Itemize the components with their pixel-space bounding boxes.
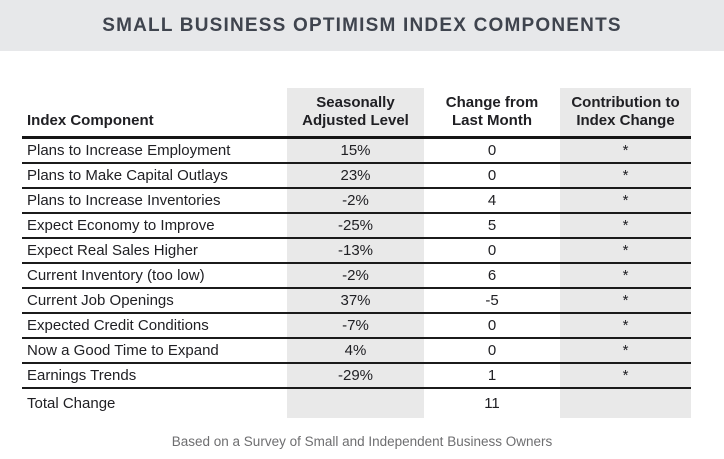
cell-level: 4% <box>287 337 424 364</box>
cell-component: Current Job Openings <box>22 287 287 314</box>
cell-change: 11 <box>484 394 500 412</box>
cell-contribution: * <box>560 137 691 164</box>
table-row: Earnings Trends -29% 1 * <box>22 362 691 389</box>
table-row: Plans to Increase Employment 15% 0 * <box>22 137 691 164</box>
table-row: Expect Real Sales Higher -13% 0 * <box>22 237 691 264</box>
header-contribution-to-index-change: Contribution to Index Change <box>560 88 691 139</box>
page-title: SMALL BUSINESS OPTIMISM INDEX COMPONENTS <box>102 14 622 36</box>
cell-change: 0 <box>424 237 560 264</box>
cell-change: 0 <box>424 337 560 364</box>
cell-level: -29% <box>287 362 424 389</box>
table-row: Expected Credit Conditions -7% 0 * <box>22 312 691 339</box>
cell-contribution: * <box>560 212 691 239</box>
optimism-components-table: Index Component Seasonally Adjusted Leve… <box>22 88 691 418</box>
cell-level <box>287 387 424 418</box>
header-index-component: Index Component <box>22 88 287 139</box>
table-row: Plans to Make Capital Outlays 23% 0 * <box>22 162 691 189</box>
cell-change: 0 <box>424 137 560 164</box>
cell-component: Now a Good Time to Expand <box>22 337 287 364</box>
cell-change: 1 <box>424 362 560 389</box>
cell-change: -5 <box>424 287 560 314</box>
table-row-total: Total Change 11 <box>22 387 691 418</box>
table-row: Plans to Increase Inventories -2% 4 * <box>22 187 691 214</box>
cell-change: 6 <box>424 262 560 289</box>
table-row: Current Job Openings 37% -5 * <box>22 287 691 314</box>
cell-component: Expected Credit Conditions <box>22 312 287 339</box>
header-row: Index Component Seasonally Adjusted Leve… <box>22 88 691 139</box>
cell-contribution: * <box>560 187 691 214</box>
cell-contribution: * <box>560 362 691 389</box>
cell-contribution: * <box>560 337 691 364</box>
cell-level: 23% <box>287 162 424 189</box>
cell-contribution: * <box>560 312 691 339</box>
cell-contribution: * <box>560 287 691 314</box>
cell-change: 0 <box>424 162 560 189</box>
table-row: Expect Economy to Improve -25% 5 * <box>22 212 691 239</box>
cell-contribution: * <box>560 262 691 289</box>
table-body: Plans to Increase Employment 15% 0 * Pla… <box>22 137 691 418</box>
cell-component: Plans to Increase Employment <box>22 137 287 164</box>
source-caption: Based on a Survey of Small and Independe… <box>171 434 553 449</box>
cell-component: Earnings Trends <box>22 362 287 389</box>
table-row: Current Inventory (too low) -2% 6 * <box>22 262 691 289</box>
cell-level: 15% <box>287 137 424 164</box>
cell-level: -7% <box>287 312 424 339</box>
cell-contribution <box>560 387 691 418</box>
cell-level: -2% <box>287 187 424 214</box>
cell-contribution: * <box>560 237 691 264</box>
cell-component: Expect Economy to Improve <box>22 212 287 239</box>
cell-change: 0 <box>424 312 560 339</box>
cell-component: Plans to Increase Inventories <box>22 187 287 214</box>
cell-contribution: * <box>560 162 691 189</box>
cell-component: Plans to Make Capital Outlays <box>22 162 287 189</box>
cell-level: -25% <box>287 212 424 239</box>
cell-level: -13% <box>287 237 424 264</box>
title-banner: SMALL BUSINESS OPTIMISM INDEX COMPONENTS <box>0 0 724 51</box>
table-row: Now a Good Time to Expand 4% 0 * <box>22 337 691 364</box>
cell-change: 4 <box>424 187 560 214</box>
cell-level: 37% <box>287 287 424 314</box>
cell-change: 5 <box>424 212 560 239</box>
table-header: Index Component Seasonally Adjusted Leve… <box>22 88 691 139</box>
cell-component: Current Inventory (too low) <box>22 262 287 289</box>
cell-component: Expect Real Sales Higher <box>22 237 287 264</box>
header-change-from-last-month: Change from Last Month <box>424 88 560 139</box>
header-seasonally-adjusted-level: Seasonally Adjusted Level <box>287 88 424 139</box>
cell-level: -2% <box>287 262 424 289</box>
cell-component: Total Change <box>27 394 116 412</box>
